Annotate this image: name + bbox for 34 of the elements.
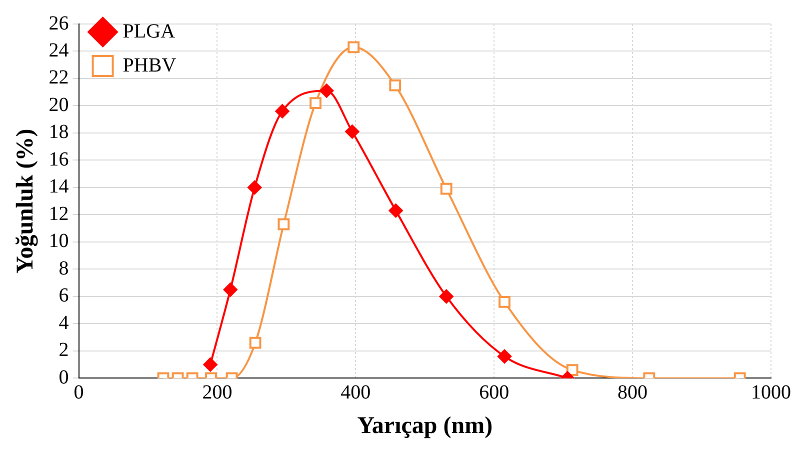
x-tick-label: 600 xyxy=(479,381,510,404)
y-tick-label: 20 xyxy=(48,94,69,116)
y-tick-label: 24 xyxy=(48,39,69,62)
y-tick-label: 22 xyxy=(48,66,69,89)
y-tick-label: 8 xyxy=(58,257,69,280)
y-axis-title: Yoğunluk (%) xyxy=(12,128,39,274)
y-tick-label: 6 xyxy=(58,284,69,307)
y-tick-label: 2 xyxy=(58,339,69,362)
x-tick-label: 200 xyxy=(202,381,232,404)
x-tick-label: 400 xyxy=(340,381,371,404)
y-tick-label: 16 xyxy=(48,148,69,170)
x-tick-label: 800 xyxy=(618,381,648,404)
point xyxy=(388,204,403,218)
point xyxy=(278,218,290,230)
y-tick-label: 14 xyxy=(48,176,69,198)
y-tick-label: 10 xyxy=(48,230,69,252)
point xyxy=(320,84,334,98)
x-axis-title: Yarıçap (nm) xyxy=(357,412,493,439)
legend-label: PHBV xyxy=(122,54,177,76)
y-tick-label: 12 xyxy=(48,202,69,225)
y-tick-label: 0 xyxy=(58,366,69,388)
point xyxy=(389,79,402,92)
y-tick-label: 18 xyxy=(48,121,69,144)
point xyxy=(440,182,452,195)
x-tick-label: 0 xyxy=(74,381,84,404)
point xyxy=(348,41,360,54)
y-tick-label: 4 xyxy=(58,312,69,334)
point xyxy=(275,104,290,118)
legend-label: PLGA xyxy=(122,20,176,42)
x-tick-label: 1000 xyxy=(751,381,791,404)
y-tick-label: 26 xyxy=(48,12,69,34)
point xyxy=(345,124,360,139)
point xyxy=(310,97,322,109)
point xyxy=(248,180,262,194)
